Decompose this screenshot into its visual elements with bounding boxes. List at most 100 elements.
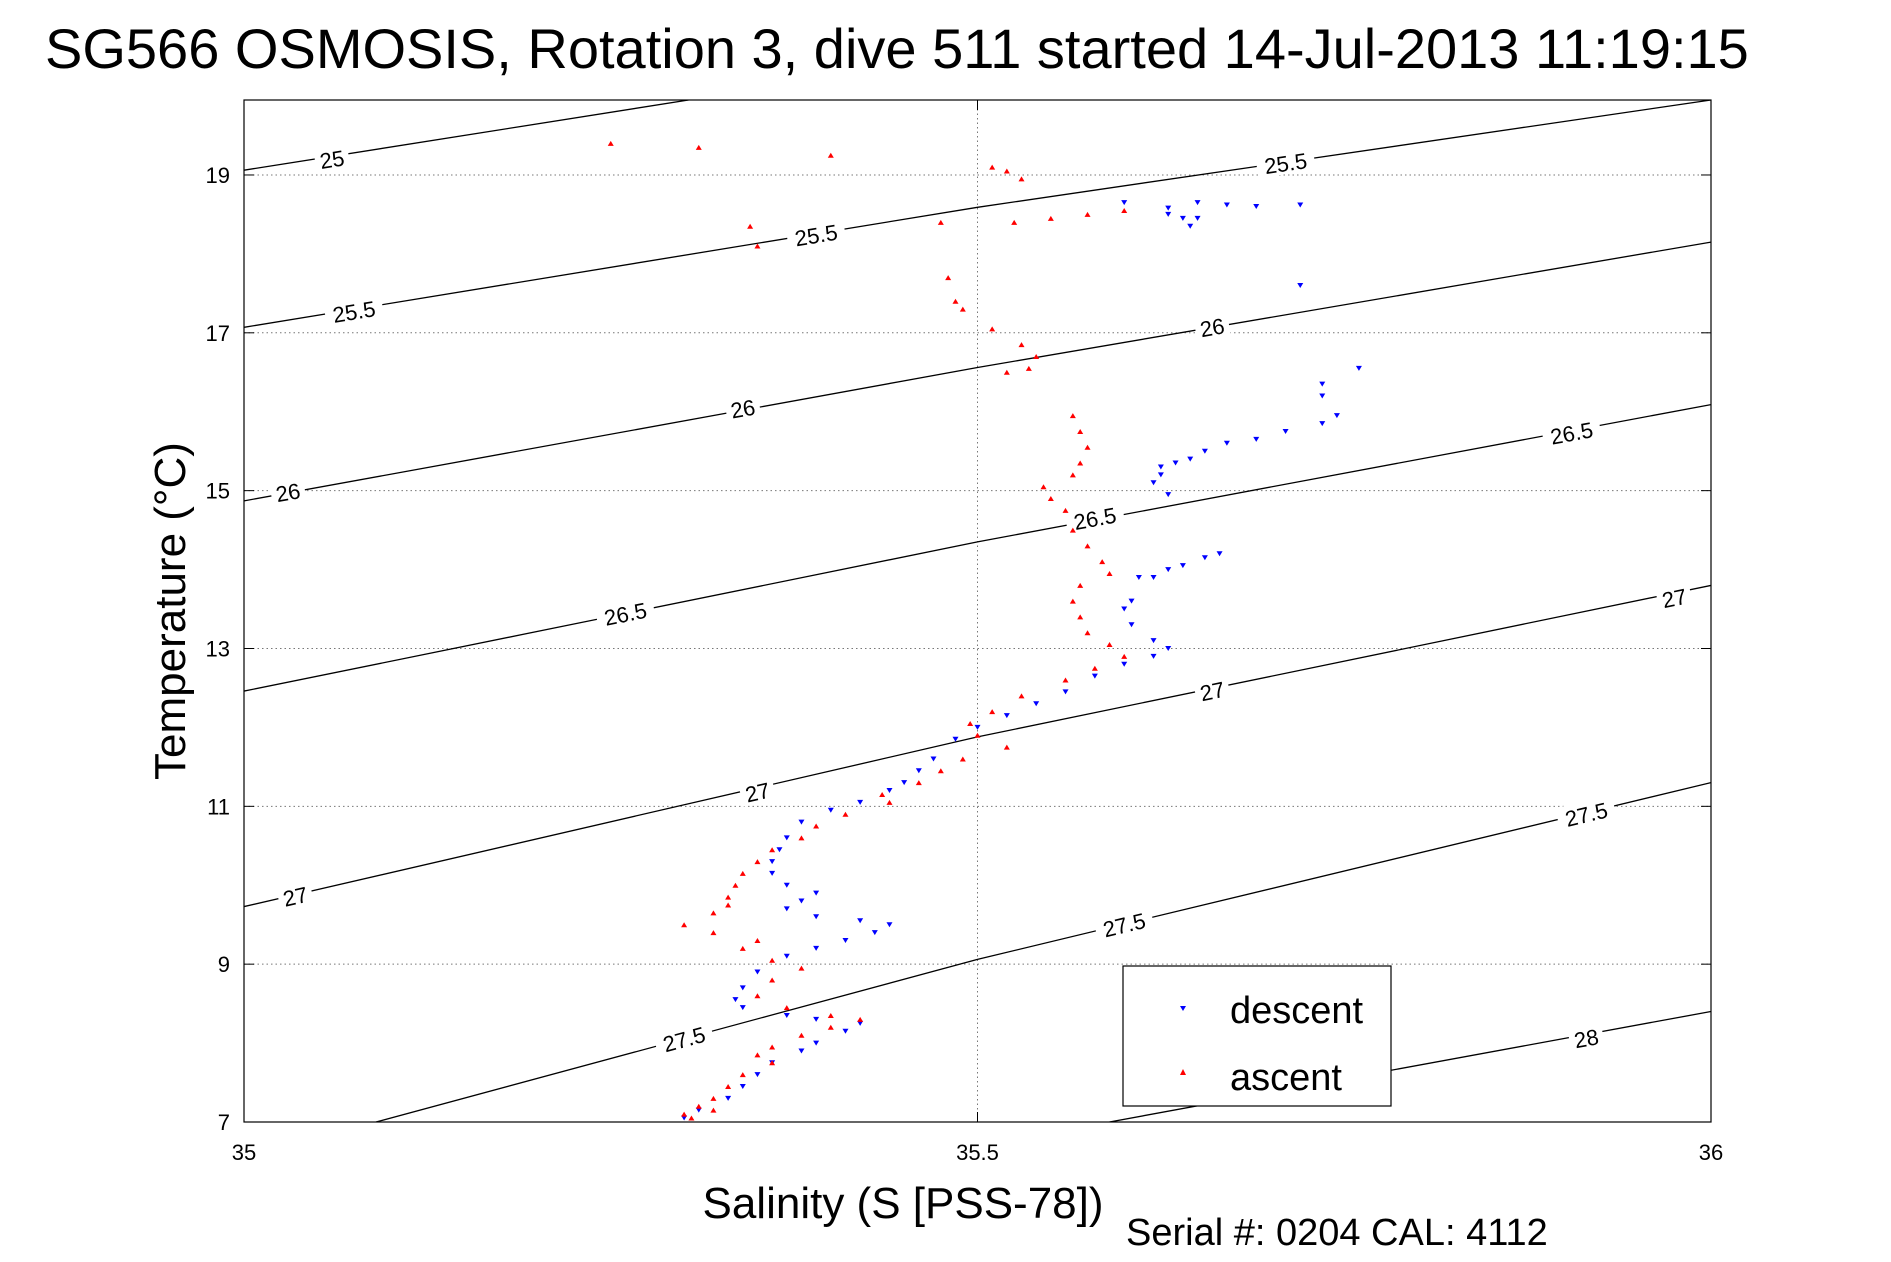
contour-label-bg	[1255, 146, 1316, 179]
descent-point	[915, 768, 922, 774]
descent-point	[1194, 215, 1201, 221]
ascent-point	[710, 930, 717, 936]
ascent-point	[732, 882, 739, 888]
ascent-point	[1077, 428, 1084, 434]
descent-point	[1121, 661, 1128, 667]
descent-point	[798, 898, 805, 904]
serial-cal-footer: Serial #: 0204 CAL: 4112	[1126, 1212, 1548, 1254]
contour-label: 27	[275, 879, 315, 912]
descent-point	[1003, 713, 1010, 719]
descent-point	[776, 847, 783, 853]
ascent-point	[688, 1115, 695, 1121]
descent-point	[1179, 215, 1186, 221]
descent-point	[754, 1072, 761, 1078]
descent-point	[842, 937, 849, 943]
descent-point	[681, 1115, 688, 1121]
y-axis-label: Temperature (°C)	[146, 442, 195, 780]
contour-label-text: 26	[1198, 313, 1226, 342]
x-axis-label: Salinity (S [PSS-78])	[702, 1179, 1103, 1228]
x-tick-label: 35.5	[956, 1140, 999, 1165]
descent-point	[783, 906, 790, 912]
descent-point	[1179, 563, 1186, 569]
ascent-point	[769, 977, 776, 983]
contour-label-bg	[275, 879, 315, 911]
ascent-point	[769, 957, 776, 963]
contour-label-bg	[268, 476, 307, 507]
ascent-point	[879, 791, 886, 797]
ascent-point	[974, 732, 981, 738]
descent-point	[1150, 653, 1157, 659]
descent-point	[1194, 200, 1201, 206]
ascent-point	[1018, 176, 1025, 182]
descent-point	[1297, 282, 1304, 288]
contour-label: 25.5	[785, 217, 847, 251]
contour-label-bg	[594, 595, 657, 631]
ascent-point	[937, 219, 944, 225]
contour-label-bg	[1555, 794, 1618, 832]
descent-point	[1253, 204, 1260, 210]
ascent-point	[754, 243, 761, 249]
ascent-series	[607, 140, 1128, 1121]
descent-point	[1172, 460, 1179, 466]
contour-label-bg	[313, 143, 351, 173]
contour-label-text: 25.5	[1263, 148, 1309, 179]
contour-label-text: 28	[1572, 1024, 1601, 1053]
descent-point	[1150, 638, 1157, 644]
ascent-point	[945, 275, 952, 281]
contour-label: 25.5	[1255, 146, 1316, 179]
ascent-point	[1018, 693, 1025, 699]
descent-point	[974, 724, 981, 730]
descent-point	[1150, 574, 1157, 580]
grid	[244, 100, 1711, 1122]
contour-label-bg	[1193, 311, 1231, 342]
ascent-point	[769, 1060, 776, 1066]
descent-point	[827, 807, 834, 813]
contour-labels: 2525.525.525.526262626.526.526.527272727…	[268, 143, 1694, 1058]
descent-point	[813, 1016, 820, 1022]
legend-descent-marker	[1180, 1006, 1186, 1011]
contour-label-text: 25	[318, 145, 346, 174]
ascent-point	[1003, 168, 1010, 174]
x-tick-label: 36	[1699, 1140, 1723, 1165]
descent-point	[1157, 464, 1164, 470]
descent-point	[842, 1028, 849, 1034]
contour-label-text: 27	[743, 778, 772, 808]
descent-point	[1297, 202, 1304, 208]
chart-title: SG566 OSMOSIS, Rotation 3, dive 511 star…	[45, 17, 1749, 80]
density-contour-line	[244, 403, 1711, 692]
y-tick-label: 13	[206, 636, 230, 661]
ascent-point	[989, 709, 996, 715]
ascent-point	[1084, 211, 1091, 217]
ascent-point	[754, 993, 761, 999]
ascent-point	[725, 894, 732, 900]
ascent-point	[754, 937, 761, 943]
ascent-point	[695, 144, 702, 150]
x-tick-label: 35	[232, 1140, 256, 1165]
descent-point	[1128, 598, 1135, 604]
descent-point	[1355, 365, 1362, 371]
contour-label: 28	[1567, 1022, 1606, 1053]
ascent-point	[1047, 496, 1054, 502]
ascent-point	[813, 823, 820, 829]
descent-point	[783, 953, 790, 959]
contour-label-bg	[652, 1018, 715, 1058]
descent-point	[930, 756, 937, 762]
ascent-point	[798, 835, 805, 841]
ascent-point	[798, 965, 805, 971]
ascent-point	[959, 756, 966, 762]
ascent-point	[1091, 665, 1098, 671]
descent-series	[681, 200, 1362, 1121]
descent-point	[901, 780, 908, 786]
ascent-point	[1069, 527, 1076, 533]
ascent-point	[681, 1111, 688, 1117]
descent-point	[732, 997, 739, 1003]
y-axis-ticks: 7 9 11 13 15 17 19	[206, 163, 1711, 1135]
legend-box	[1122, 965, 1392, 1107]
contour-label-text: 27	[1198, 677, 1227, 706]
ascent-point	[681, 922, 688, 928]
ascent-point	[827, 152, 834, 158]
descent-point	[739, 985, 746, 991]
ascent-point	[1003, 369, 1010, 375]
ascent-point	[1077, 614, 1084, 620]
ascent-point	[725, 1083, 732, 1089]
